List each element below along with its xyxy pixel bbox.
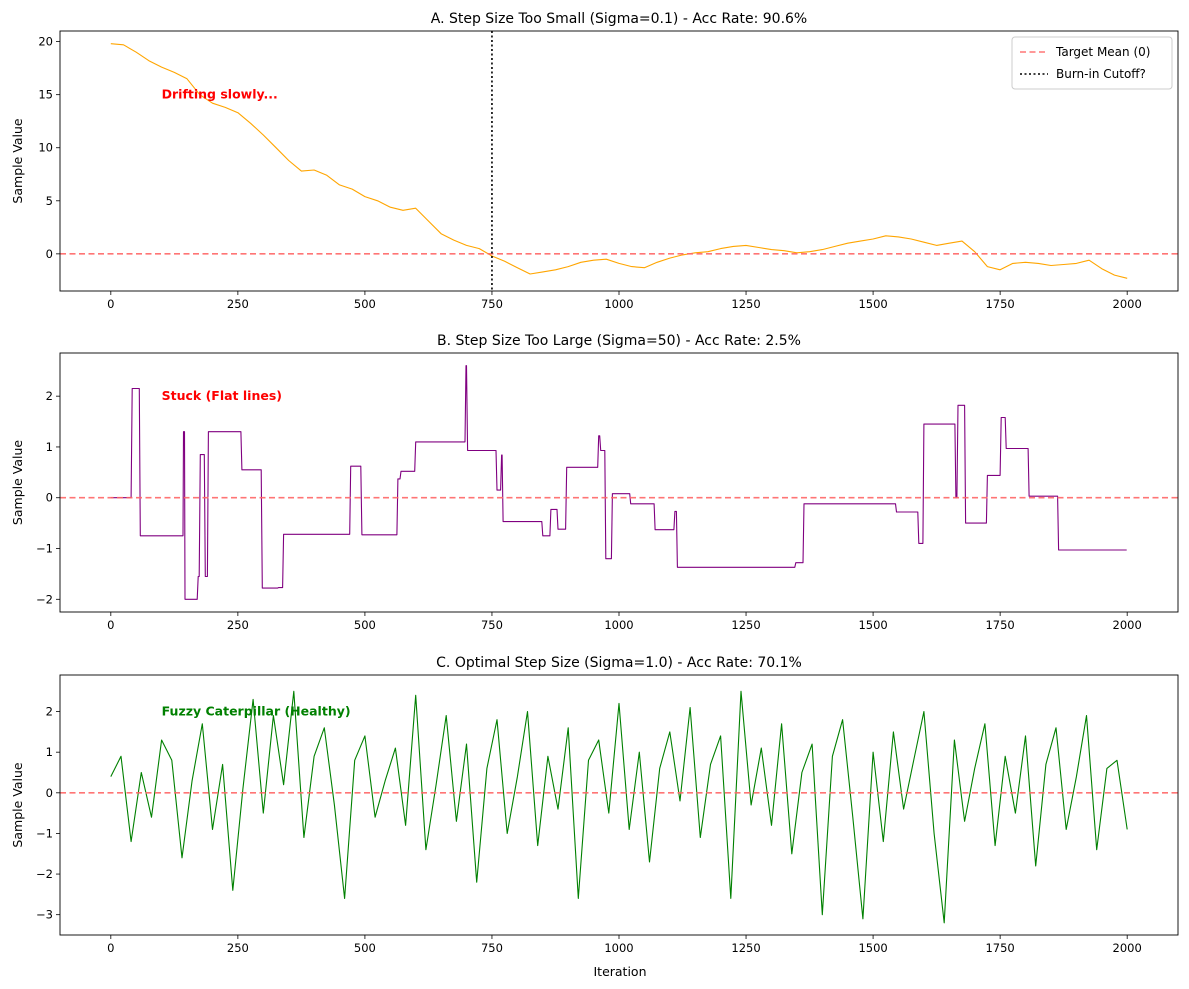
annotation: Fuzzy Caterpillar (Healthy) [162,704,351,719]
y-tick-label: 1 [46,440,53,454]
legend-label: Burn-in Cutoff? [1056,67,1146,81]
y-tick-label: 20 [38,35,53,49]
subplot-1: 0 250 500 750 1000 1250 1500 1750 2000 0 5 10 15 20 A.… [10,11,1179,311]
subplot-title: C. Optimal Step Size (Sigma=1.0) - Acc R… [436,655,802,671]
plot-area [60,31,1178,291]
x-tick-label: 1250 [731,297,760,311]
x-tick-label: 250 [227,618,249,632]
x-tick-label: 500 [354,618,376,632]
axes-frame [59,30,1179,292]
y-tick-label: −3 [36,908,53,922]
x-tick-label: 250 [227,297,249,311]
y-tick-label: 0 [46,247,53,261]
legend: Target Mean (0) Burn-in Cutoff? [1011,36,1173,90]
annotation: Stuck (Flat lines) [162,388,282,403]
x-tick-label: 500 [354,297,376,311]
x-tick-label: 1000 [604,941,633,955]
y-tick-label: 2 [46,705,53,719]
legend-label: Target Mean (0) [1055,45,1150,59]
x-tick-label: 1750 [985,618,1014,632]
trace-line [110,690,1128,924]
x-tick-label: 750 [481,941,503,955]
plot-area [60,365,1178,600]
x-tick-label: 1000 [604,618,633,632]
y-tick-label: −2 [36,867,53,881]
y-axis-label: Sample Value [10,118,25,203]
y-tick-label: 5 [46,194,53,208]
x-tick-label: 250 [227,941,249,955]
legend-frame [1011,36,1173,90]
y-tick-label: −1 [36,542,53,556]
subplot-3: 0 250 500 750 1000 1250 1500 1750 2000 −3 −2 −1 0 1 2 C… [10,655,1179,955]
x-tick-label: 0 [107,297,114,311]
y-tick-label: 0 [46,491,53,505]
x-tick-label: 750 [481,618,503,632]
x-tick-label: 1500 [858,297,887,311]
x-tick-label: 0 [107,618,114,632]
y-tick-label: 10 [38,141,53,155]
y-axis-label: Sample Value [10,440,25,525]
y-axis-label: Sample Value [10,762,25,847]
trace-line [110,43,1128,279]
x-axis-label: Iteration [593,964,646,979]
plot-area [60,690,1178,924]
x-tick-label: 1750 [985,297,1014,311]
x-tick-label: 2000 [1113,941,1142,955]
x-tick-label: 750 [481,297,503,311]
subplot-title: A. Step Size Too Small (Sigma=0.1) - Acc… [431,11,808,27]
x-tick-label: 0 [107,941,114,955]
x-tick-label: 1500 [858,941,887,955]
x-tick-label: 1000 [604,297,633,311]
x-tick-label: 1500 [858,618,887,632]
x-tick-label: 1750 [985,941,1014,955]
y-tick-label: −1 [36,826,53,840]
axes-frame [59,674,1179,936]
subplot-title: B. Step Size Too Large (Sigma=50) - Acc … [437,333,801,349]
x-tick-label: 2000 [1113,618,1142,632]
y-tick-label: −2 [36,592,53,606]
annotation: Drifting slowly... [162,87,278,102]
x-tick-label: 2000 [1113,297,1142,311]
subplot-2: 0 250 500 750 1000 1250 1500 1750 2000 −2 −1 0 1 2 B. … [10,333,1179,632]
y-tick-label: 2 [46,389,53,403]
x-tick-label: 500 [354,941,376,955]
x-tick-label: 1250 [731,941,760,955]
y-tick-label: 15 [38,88,53,102]
axes-frame [59,352,1179,613]
x-tick-label: 1250 [731,618,760,632]
y-tick-label: 1 [46,745,53,759]
y-tick-label: 0 [46,786,53,800]
